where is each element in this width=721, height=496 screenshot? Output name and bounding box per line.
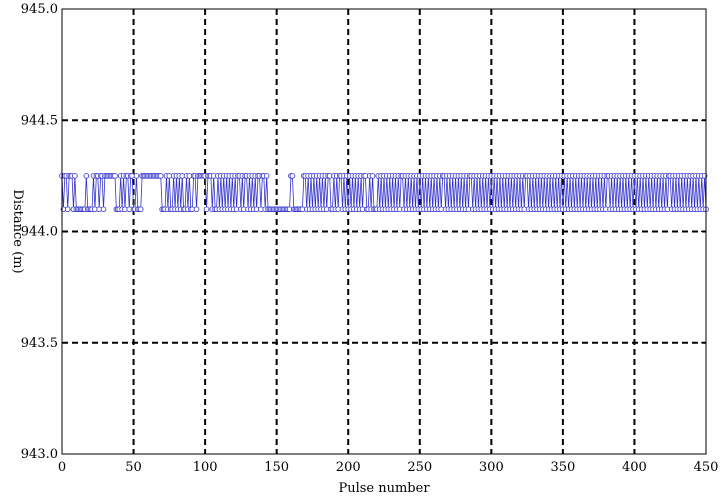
- x-tick-label: 100: [193, 460, 218, 475]
- y-tick-labels: 943.0 943.5 944.0 944.5 945.0: [21, 2, 58, 462]
- x-tick-labels: 0 50 100 150 200 250 300 350 400 450: [58, 460, 719, 475]
- data-point: [203, 206, 210, 213]
- y-tick-label: 943.0: [21, 447, 58, 462]
- data-point: [369, 173, 376, 179]
- x-tick-label: 300: [479, 460, 504, 475]
- data-point: [83, 173, 90, 179]
- y-tick-label: 944.0: [21, 225, 58, 240]
- x-tick-label: 350: [550, 460, 575, 475]
- data-point: [193, 206, 200, 213]
- data-point: [157, 173, 164, 179]
- x-tick-label: 0: [58, 460, 66, 475]
- series-line: [61, 175, 707, 210]
- data-point: [112, 173, 118, 179]
- data-point: [289, 173, 296, 179]
- y-tick-label: 944.5: [21, 113, 58, 128]
- x-tick-label: 150: [264, 460, 289, 475]
- y-tick-label: 943.5: [21, 336, 58, 351]
- x-tick-label: 400: [622, 460, 647, 475]
- series-distance: [59, 173, 709, 213]
- data-point: [263, 173, 270, 179]
- y-tick-label: 945.0: [21, 2, 58, 17]
- data-point: [100, 206, 107, 213]
- x-tick-label: 200: [336, 460, 361, 475]
- y-axis-label: Distance (m): [10, 189, 25, 273]
- data-point: [133, 173, 140, 179]
- x-tick-label: 250: [407, 460, 432, 475]
- x-tick-label: 450: [694, 460, 719, 475]
- data-point: [72, 173, 78, 179]
- grid-lines: [62, 9, 706, 454]
- data-point: [137, 206, 144, 213]
- x-axis-label: Pulse number: [338, 481, 430, 496]
- data-point: [64, 206, 71, 213]
- tick-marks: [61, 8, 707, 455]
- x-tick-label: 50: [125, 460, 142, 475]
